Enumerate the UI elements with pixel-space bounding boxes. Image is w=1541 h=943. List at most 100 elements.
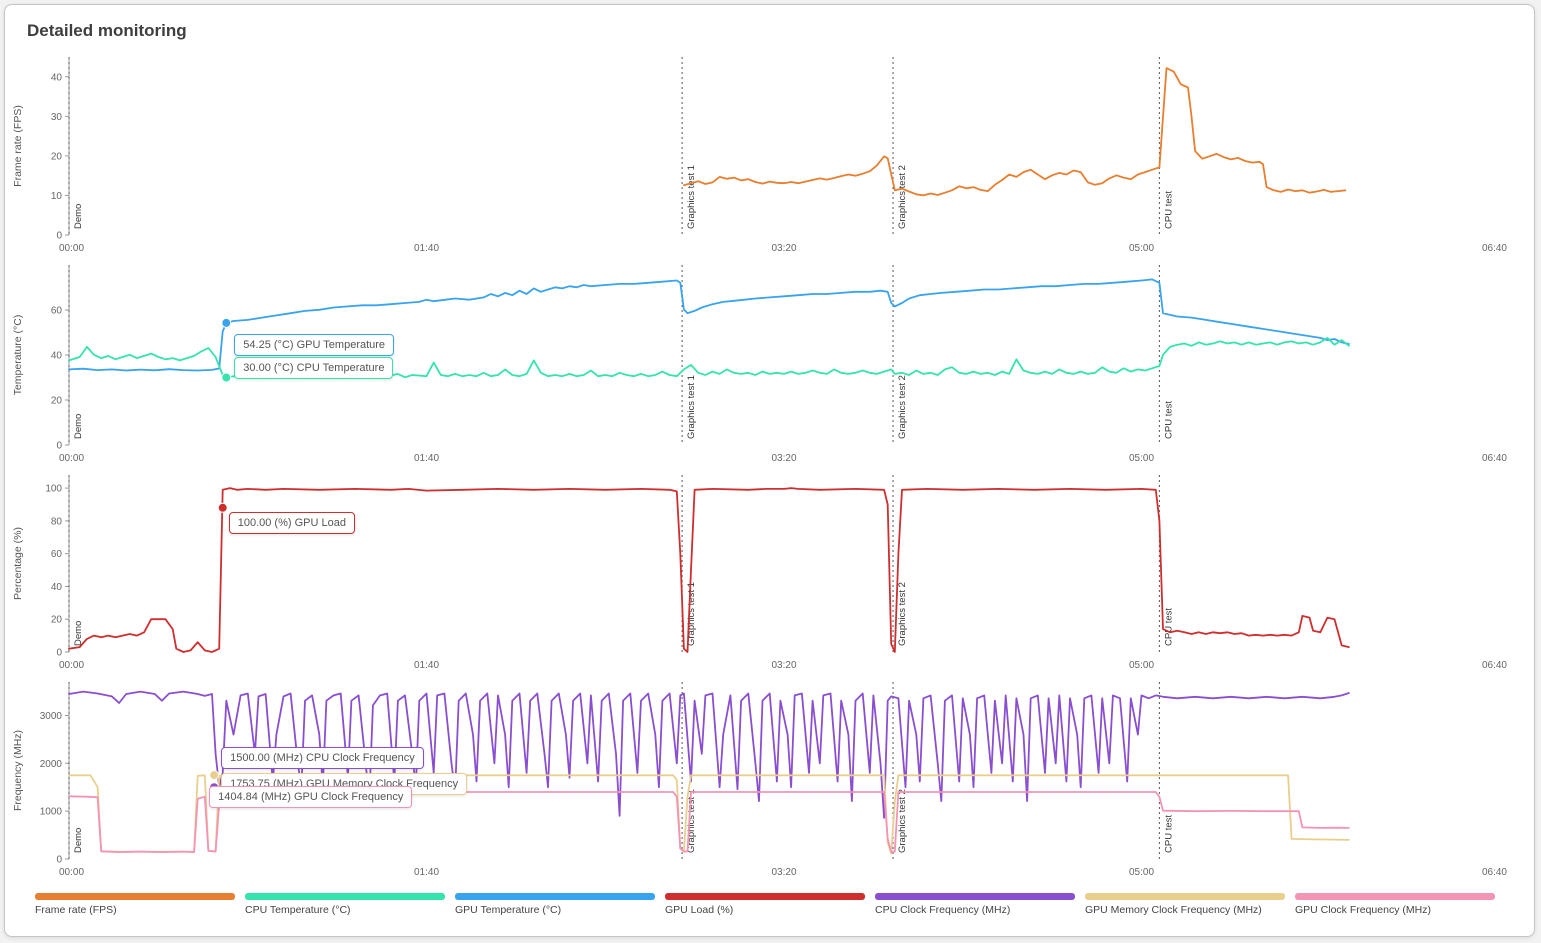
legend-item[interactable]: GPU Load (%) xyxy=(665,893,865,916)
series-line xyxy=(68,278,1350,372)
y-tick-label: 2000 xyxy=(40,759,63,770)
legend-label: GPU Clock Frequency (MHz) xyxy=(1295,904,1431,916)
x-tick-label: 06:40 xyxy=(1482,660,1507,671)
x-tick-label: 01:40 xyxy=(414,243,439,254)
legend-item[interactable]: CPU Clock Frequency (MHz) xyxy=(875,893,1075,916)
x-tick-label: 03:20 xyxy=(771,867,796,878)
event-label: Graphics test 2 xyxy=(897,789,908,853)
x-tick-label: 05:00 xyxy=(1129,453,1154,464)
legend-item[interactable]: GPU Clock Frequency (MHz) xyxy=(1295,893,1495,916)
x-tick-label: 00:00 xyxy=(59,867,84,878)
event-label: CPU test xyxy=(1163,815,1174,853)
x-tick-label: 03:20 xyxy=(771,660,796,671)
legend-label: GPU Temperature (°C) xyxy=(455,904,562,916)
legend-swatch xyxy=(875,893,1075,900)
y-tick-label: 0 xyxy=(56,648,62,659)
event-label: CPU test xyxy=(1163,191,1174,229)
event-label: Graphics test 2 xyxy=(897,582,908,646)
legend-swatch xyxy=(35,893,235,900)
y-axis-title: Frame rate (FPS) xyxy=(12,105,24,187)
chart-legend: Frame rate (FPS) CPU Temperature (°C) GPU … xyxy=(35,893,1534,916)
x-tick-label: 05:00 xyxy=(1129,867,1154,878)
x-tick-label: 00:00 xyxy=(59,243,84,254)
legend-item[interactable]: Frame rate (FPS) xyxy=(35,893,235,916)
y-tick-label: 80 xyxy=(51,516,63,527)
event-label: Graphics test 1 xyxy=(686,582,697,646)
event-label: Graphics test 1 xyxy=(686,789,697,853)
hover-marker xyxy=(221,372,232,383)
x-tick-label: 06:40 xyxy=(1482,453,1507,464)
event-label: Graphics test 1 xyxy=(686,165,697,229)
hover-marker xyxy=(217,502,228,513)
tooltip: 1404.84 (MHz) GPU Clock Frequency xyxy=(209,785,413,808)
y-tick-label: 0 xyxy=(56,855,62,866)
y-tick-label: 10 xyxy=(51,191,63,202)
x-tick-label: 03:20 xyxy=(771,243,796,254)
event-label: Graphics test 2 xyxy=(897,375,908,439)
y-tick-label: 20 xyxy=(51,396,63,407)
legend-label: Frame rate (FPS) xyxy=(35,904,117,916)
x-tick-label: 01:40 xyxy=(414,660,439,671)
y-axis-title: Temperature (°C) xyxy=(12,315,24,396)
x-tick-label: 00:00 xyxy=(59,660,84,671)
chart-temperature[interactable]: 0 20 40 60 00:00 01:40 03:20 05:00 06:40 Temperat… xyxy=(7,261,1534,469)
event-label: Demo xyxy=(73,828,84,853)
event-label: Graphics test 1 xyxy=(686,375,697,439)
legend-label: CPU Clock Frequency (MHz) xyxy=(875,904,1011,916)
event-label: CPU test xyxy=(1163,401,1174,439)
legend-item[interactable]: GPU Memory Clock Frequency (MHz) xyxy=(1085,893,1285,916)
legend-swatch xyxy=(245,893,445,900)
legend-item[interactable]: CPU Temperature (°C) xyxy=(245,893,445,916)
y-tick-label: 40 xyxy=(51,351,63,362)
series-line xyxy=(68,487,1350,653)
event-label: Demo xyxy=(73,204,84,229)
x-tick-label: 05:00 xyxy=(1129,243,1154,254)
x-tick-label: 00:00 xyxy=(59,453,84,464)
legend-swatch xyxy=(1085,893,1285,900)
series-line xyxy=(683,67,1347,197)
y-tick-label: 60 xyxy=(51,549,63,560)
y-axis-title: Frequency (MHz) xyxy=(12,730,24,811)
legend-swatch xyxy=(455,893,655,900)
chart-canvas: 0 1000 2000 3000 00:00 01:40 03:20 05:00 06:40 Fr… xyxy=(12,682,1507,878)
chart-canvas: 0 20 40 60 80 100 00:00 01:40 03:20 05:00 06:40 Per… xyxy=(12,475,1507,671)
event-label: Demo xyxy=(73,414,84,439)
legend-swatch xyxy=(665,893,865,900)
y-tick-label: 40 xyxy=(51,582,63,593)
page-title: Detailed monitoring xyxy=(27,21,187,40)
y-axis-title: Percentage (%) xyxy=(12,527,24,600)
tooltip: 30.00 (°C) CPU Temperature xyxy=(234,356,394,379)
legend-label: CPU Temperature (°C) xyxy=(245,904,351,916)
monitoring-panel: Detailed monitoring 0 10 20 30 40 00:00 01:40 0… xyxy=(4,4,1535,937)
y-tick-label: 100 xyxy=(45,484,62,495)
chart-canvas: 0 10 20 30 40 00:00 01:40 03:20 05:00 06:40 Frame … xyxy=(12,57,1507,254)
y-tick-label: 20 xyxy=(51,151,63,162)
charts-stack: 0 10 20 30 40 00:00 01:40 03:20 05:00 06:40 Frame … xyxy=(7,53,1534,883)
event-label: CPU test xyxy=(1163,608,1174,646)
y-tick-label: 3000 xyxy=(40,711,63,722)
hover-marker xyxy=(221,317,232,328)
x-tick-label: 06:40 xyxy=(1482,867,1507,878)
tooltip: 54.25 (°C) GPU Temperature xyxy=(234,333,395,356)
chart-gpu-load[interactable]: 0 20 40 60 80 100 00:00 01:40 03:20 05:00 06:40 Per… xyxy=(7,471,1534,676)
chart-canvas: 0 20 40 60 00:00 01:40 03:20 05:00 06:40 Temperat… xyxy=(12,265,1507,464)
legend-label: GPU Load (%) xyxy=(665,904,734,916)
legend-label: GPU Memory Clock Frequency (MHz) xyxy=(1085,904,1262,916)
y-tick-label: 60 xyxy=(51,306,63,317)
event-label: Graphics test 2 xyxy=(897,165,908,229)
y-tick-label: 40 xyxy=(51,72,63,83)
y-tick-label: 30 xyxy=(51,112,63,123)
x-tick-label: 06:40 xyxy=(1482,243,1507,254)
y-tick-label: 0 xyxy=(56,231,62,242)
x-tick-label: 01:40 xyxy=(414,453,439,464)
chart-frequency[interactable]: 0 1000 2000 3000 00:00 01:40 03:20 05:00 06:40 Fr… xyxy=(7,678,1534,883)
event-label: Demo xyxy=(73,621,84,646)
legend-item[interactable]: GPU Temperature (°C) xyxy=(455,893,655,916)
tooltip: 100.00 (%) GPU Load xyxy=(228,511,355,534)
chart-frame-rate[interactable]: 0 10 20 30 40 00:00 01:40 03:20 05:00 06:40 Frame … xyxy=(7,53,1534,259)
y-tick-label: 20 xyxy=(51,615,63,626)
hover-marker xyxy=(209,770,220,781)
legend-swatch xyxy=(1295,893,1495,900)
y-tick-label: 0 xyxy=(56,441,62,452)
tooltip: 1500.00 (MHz) CPU Clock Frequency xyxy=(221,747,424,770)
